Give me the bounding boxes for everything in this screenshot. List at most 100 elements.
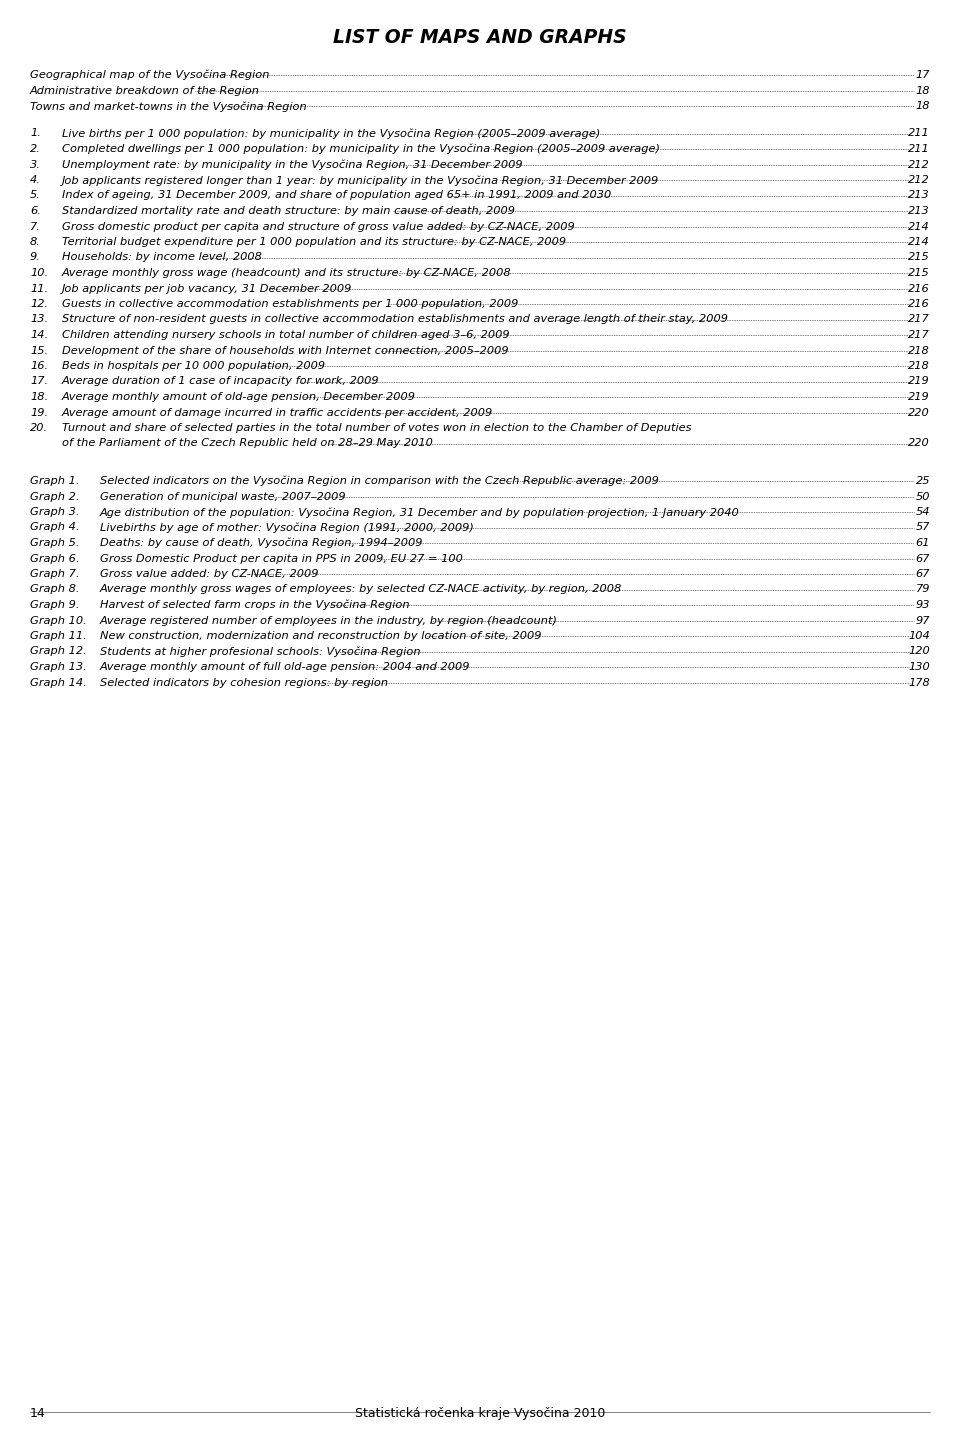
Text: Geographical map of the Vysočina Region: Geographical map of the Vysočina Region — [30, 71, 270, 81]
Text: Index of ageing, 31 December 2009, and share of population aged 65+ in 1991, 200: Index of ageing, 31 December 2009, and s… — [62, 190, 612, 200]
Text: Territorial budget expenditure per 1 000 population and its structure: by CZ-NAC: Territorial budget expenditure per 1 000… — [62, 238, 566, 248]
Text: 220: 220 — [908, 439, 930, 448]
Text: 217: 217 — [908, 314, 930, 324]
Text: Average monthly gross wage (headcount) and its structure: by CZ-NACE, 2008: Average monthly gross wage (headcount) a… — [62, 268, 512, 278]
Text: Graph 7.: Graph 7. — [30, 569, 80, 579]
Text: 213: 213 — [908, 190, 930, 200]
Text: 215: 215 — [908, 268, 930, 278]
Text: 13.: 13. — [30, 314, 48, 324]
Text: 18: 18 — [916, 101, 930, 111]
Text: Turnout and share of selected parties in the total number of votes won in electi: Turnout and share of selected parties in… — [62, 423, 691, 433]
Text: 120: 120 — [908, 647, 930, 657]
Text: 2.: 2. — [30, 144, 41, 154]
Text: 10.: 10. — [30, 268, 48, 278]
Text: 104: 104 — [908, 631, 930, 641]
Text: 214: 214 — [908, 222, 930, 232]
Text: Graph 10.: Graph 10. — [30, 615, 86, 625]
Text: Graph 12.: Graph 12. — [30, 647, 86, 657]
Text: 212: 212 — [908, 176, 930, 184]
Text: Selected indicators on the Vysočina Region in comparison with the Czech Republic: Selected indicators on the Vysočina Regi… — [100, 477, 659, 487]
Text: Average duration of 1 case of incapacity for work, 2009: Average duration of 1 case of incapacity… — [62, 376, 379, 386]
Text: Gross domestic product per capita and structure of gross value added: by CZ-NACE: Gross domestic product per capita and st… — [62, 222, 575, 232]
Text: 17.: 17. — [30, 376, 48, 386]
Text: Average monthly gross wages of employees: by selected CZ-NACE activity, by regio: Average monthly gross wages of employees… — [100, 585, 622, 595]
Text: 18.: 18. — [30, 392, 48, 402]
Text: 216: 216 — [908, 284, 930, 294]
Text: 79: 79 — [916, 585, 930, 595]
Text: 211: 211 — [908, 144, 930, 154]
Text: Job applicants per job vacancy, 31 December 2009: Job applicants per job vacancy, 31 Decem… — [62, 284, 352, 294]
Text: 54: 54 — [916, 507, 930, 517]
Text: 61: 61 — [916, 539, 930, 549]
Text: 215: 215 — [908, 252, 930, 262]
Text: Graph 1.: Graph 1. — [30, 477, 80, 487]
Text: Livebirths by age of mother: Vysočina Region (1991, 2000, 2009): Livebirths by age of mother: Vysočina Re… — [100, 523, 474, 533]
Text: Graph 11.: Graph 11. — [30, 631, 86, 641]
Text: 219: 219 — [908, 376, 930, 386]
Text: 67: 67 — [916, 553, 930, 563]
Text: Students at higher profesional schools: Vysočina Region: Students at higher profesional schools: … — [100, 647, 420, 657]
Text: 5.: 5. — [30, 190, 41, 200]
Text: Generation of municipal waste, 2007–2009: Generation of municipal waste, 2007–2009 — [100, 491, 346, 501]
Text: 15.: 15. — [30, 346, 48, 356]
Text: Graph 2.: Graph 2. — [30, 491, 80, 501]
Text: Standardized mortality rate and death structure: by main cause of death, 2009: Standardized mortality rate and death st… — [62, 206, 515, 216]
Text: 20.: 20. — [30, 423, 48, 433]
Text: LIST OF MAPS AND GRAPHS: LIST OF MAPS AND GRAPHS — [333, 27, 627, 48]
Text: 217: 217 — [908, 330, 930, 340]
Text: 16.: 16. — [30, 361, 48, 372]
Text: 213: 213 — [908, 206, 930, 216]
Text: 14: 14 — [30, 1407, 46, 1420]
Text: Graph 6.: Graph 6. — [30, 553, 80, 563]
Text: 17: 17 — [916, 71, 930, 81]
Text: Age distribution of the population: Vysočina Region, 31 December and by populati: Age distribution of the population: Vyso… — [100, 507, 740, 517]
Text: 50: 50 — [916, 491, 930, 501]
Text: 97: 97 — [916, 615, 930, 625]
Text: 8.: 8. — [30, 238, 41, 248]
Text: New construction, modernization and reconstruction by location of site, 2009: New construction, modernization and reco… — [100, 631, 541, 641]
Text: Households: by income level, 2008: Households: by income level, 2008 — [62, 252, 262, 262]
Text: Graph 5.: Graph 5. — [30, 539, 80, 549]
Text: Graph 8.: Graph 8. — [30, 585, 80, 595]
Text: Average monthly amount of full old-age pension: 2004 and 2009: Average monthly amount of full old-age p… — [100, 662, 470, 672]
Text: 12.: 12. — [30, 300, 48, 310]
Text: Selected indicators by cohesion regions: by region: Selected indicators by cohesion regions:… — [100, 677, 388, 687]
Text: 218: 218 — [908, 361, 930, 372]
Text: 67: 67 — [916, 569, 930, 579]
Text: 18: 18 — [916, 85, 930, 95]
Text: 93: 93 — [916, 600, 930, 611]
Text: Graph 9.: Graph 9. — [30, 600, 80, 611]
Text: Harvest of selected farm crops in the Vysočina Region: Harvest of selected farm crops in the Vy… — [100, 600, 410, 611]
Text: 220: 220 — [908, 408, 930, 418]
Text: Towns and market-towns in the Vysočina Region: Towns and market-towns in the Vysočina R… — [30, 101, 307, 111]
Text: Gross Domestic Product per capita in PPS in 2009, EU 27 = 100: Gross Domestic Product per capita in PPS… — [100, 553, 463, 563]
Text: Live births per 1 000 population: by municipality in the Vysočina Region (2005–2: Live births per 1 000 population: by mun… — [62, 128, 600, 140]
Text: Graph 14.: Graph 14. — [30, 677, 86, 687]
Text: Job applicants registered longer than 1 year: by municipality in the Vysočina Re: Job applicants registered longer than 1 … — [62, 176, 660, 186]
Text: Deaths: by cause of death, Vysočina Region, 1994–2009: Deaths: by cause of death, Vysočina Regi… — [100, 539, 422, 549]
Text: 3.: 3. — [30, 160, 41, 170]
Text: 214: 214 — [908, 238, 930, 248]
Text: Average monthly amount of old-age pension, December 2009: Average monthly amount of old-age pensio… — [62, 392, 416, 402]
Text: 218: 218 — [908, 346, 930, 356]
Text: Average registered number of employees in the industry, by region (headcount): Average registered number of employees i… — [100, 615, 558, 625]
Text: 14.: 14. — [30, 330, 48, 340]
Text: Graph 3.: Graph 3. — [30, 507, 80, 517]
Text: Graph 4.: Graph 4. — [30, 523, 80, 533]
Text: 11.: 11. — [30, 284, 48, 294]
Text: Administrative breakdown of the Region: Administrative breakdown of the Region — [30, 85, 260, 95]
Text: Completed dwellings per 1 000 population: by municipality in the Vysočina Region: Completed dwellings per 1 000 population… — [62, 144, 660, 154]
Text: 219: 219 — [908, 392, 930, 402]
Text: 9.: 9. — [30, 252, 41, 262]
Text: 57: 57 — [916, 523, 930, 533]
Text: Structure of non-resident guests in collective accommodation establishments and : Structure of non-resident guests in coll… — [62, 314, 728, 324]
Text: 6.: 6. — [30, 206, 41, 216]
Text: Statistická ročenka kraje Vysočina 2010: Statistická ročenka kraje Vysočina 2010 — [355, 1407, 605, 1420]
Text: Beds in hospitals per 10 000 population, 2009: Beds in hospitals per 10 000 population,… — [62, 361, 325, 372]
Text: 178: 178 — [908, 677, 930, 687]
Text: of the Parliament of the Czech Republic held on 28–29 May 2010: of the Parliament of the Czech Republic … — [62, 439, 433, 448]
Text: Unemployment rate: by municipality in the Vysočina Region, 31 December 2009: Unemployment rate: by municipality in th… — [62, 160, 522, 170]
Text: 7.: 7. — [30, 222, 41, 232]
Text: 19.: 19. — [30, 408, 48, 418]
Text: Average amount of damage incurred in traffic accidents per accident, 2009: Average amount of damage incurred in tra… — [62, 408, 493, 418]
